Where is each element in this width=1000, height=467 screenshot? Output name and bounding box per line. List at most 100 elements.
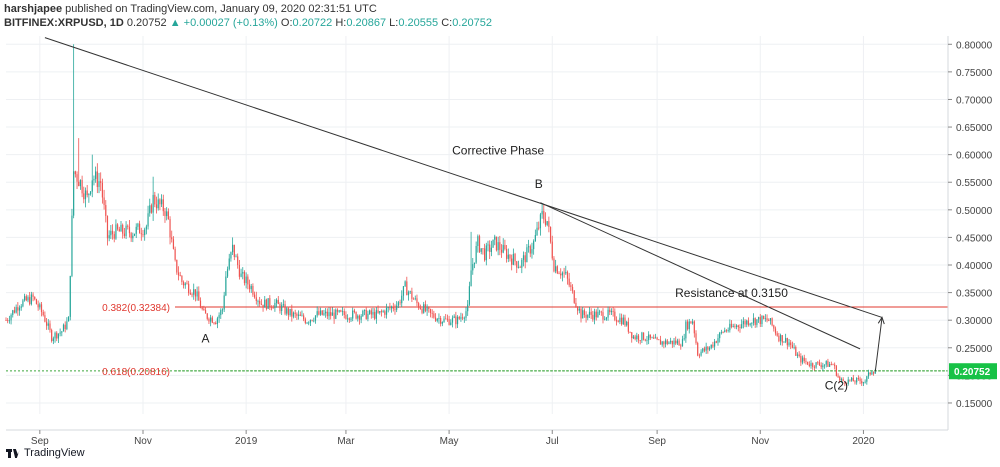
candle-body <box>223 295 225 310</box>
candle-body <box>644 339 646 341</box>
y-tick-label: 0.25000 <box>956 344 993 355</box>
candle-body <box>387 307 389 308</box>
trendlines[interactable] <box>44 37 885 372</box>
candle-body <box>737 325 739 328</box>
candle-body <box>176 259 178 273</box>
candle-body <box>796 354 799 356</box>
candle-body <box>590 311 592 315</box>
candle-body <box>401 295 403 304</box>
candle-body <box>438 317 440 319</box>
candle-body <box>609 309 611 313</box>
candle-body <box>793 347 795 348</box>
candle-body <box>742 321 744 325</box>
candle-body <box>128 226 131 234</box>
candle-body <box>472 264 474 271</box>
candle-body <box>458 316 460 319</box>
candle-body <box>553 258 555 272</box>
candle-body <box>311 319 313 321</box>
candle-body <box>500 249 503 253</box>
candle-body <box>622 317 624 325</box>
candle-body <box>144 229 146 236</box>
candle-body <box>538 227 540 229</box>
candle-body <box>150 205 153 213</box>
candle-body <box>22 300 24 307</box>
candle-body <box>730 323 733 327</box>
candle-body <box>534 235 536 242</box>
candle-body <box>213 322 215 324</box>
candle-body <box>352 310 354 319</box>
candle-body <box>45 321 48 326</box>
candle-body <box>541 211 543 215</box>
candle-body <box>646 340 648 341</box>
candle-body <box>495 236 498 251</box>
candle-body <box>526 247 528 263</box>
candle-body <box>634 336 636 340</box>
candle-body <box>282 304 284 306</box>
candle-body <box>636 335 638 340</box>
candle-body <box>120 224 122 232</box>
candle-body <box>475 246 477 263</box>
candle-body <box>573 290 575 303</box>
candle-body <box>240 273 242 277</box>
candle-body <box>321 310 323 315</box>
candle-body <box>29 297 31 305</box>
symbol-label[interactable]: BITFINEX:XRPUSD, 1D <box>4 17 124 29</box>
tradingview-brand[interactable]: TradingView <box>6 446 85 460</box>
candle-body <box>95 171 97 179</box>
projection-arrow <box>874 317 883 372</box>
candle-body <box>778 335 780 342</box>
candle-body <box>710 344 712 348</box>
candle-body <box>649 334 651 338</box>
candle-body <box>560 273 562 276</box>
candle-body <box>610 311 613 313</box>
candle-body <box>255 297 257 302</box>
candle-body <box>218 315 220 319</box>
candle-body <box>561 272 564 276</box>
candle-body <box>700 351 702 356</box>
candle-body <box>7 320 9 322</box>
candle-body <box>641 332 643 341</box>
candle-body <box>543 211 545 220</box>
candle-body <box>142 234 144 236</box>
candle-body <box>230 252 232 259</box>
candle-body <box>208 318 210 322</box>
candle-body <box>451 317 454 323</box>
candle-body <box>803 357 805 361</box>
candle-body <box>221 309 224 311</box>
candle-body <box>424 304 427 311</box>
candle-body <box>752 318 755 323</box>
candle-body <box>487 244 489 246</box>
candle-body <box>166 211 168 217</box>
candle-body <box>597 311 599 318</box>
candle-body <box>137 223 139 227</box>
candle-body <box>377 310 379 313</box>
candle-body <box>98 181 100 187</box>
candle-body <box>25 296 27 301</box>
candle-body <box>502 244 504 253</box>
candle-body <box>54 332 56 339</box>
candle-body <box>445 318 447 320</box>
candle-body <box>164 211 166 217</box>
candle-body <box>837 375 839 377</box>
candle-body <box>705 346 707 351</box>
candle-body <box>257 300 259 302</box>
candle-body <box>81 179 83 194</box>
candle-body <box>233 244 235 257</box>
author-name[interactable]: harshjapee <box>4 3 63 15</box>
candle-body <box>66 321 68 330</box>
open-label: O: <box>280 17 293 29</box>
candle-body <box>468 286 470 305</box>
annotations: Corrective Phase B A Resistance at 0.3150 C(… <box>202 144 848 393</box>
fib-label: 0.382(0.32384) <box>102 303 170 314</box>
candle-body <box>712 344 714 347</box>
x-tick-label: Jul <box>546 436 559 447</box>
candle-body <box>788 342 790 346</box>
candle-body <box>286 308 288 314</box>
candle-body <box>199 300 202 308</box>
candle-body <box>680 345 682 347</box>
candle-body <box>399 302 401 304</box>
candle-body <box>181 275 183 283</box>
candle-body <box>167 211 169 220</box>
candle-body <box>277 299 279 305</box>
